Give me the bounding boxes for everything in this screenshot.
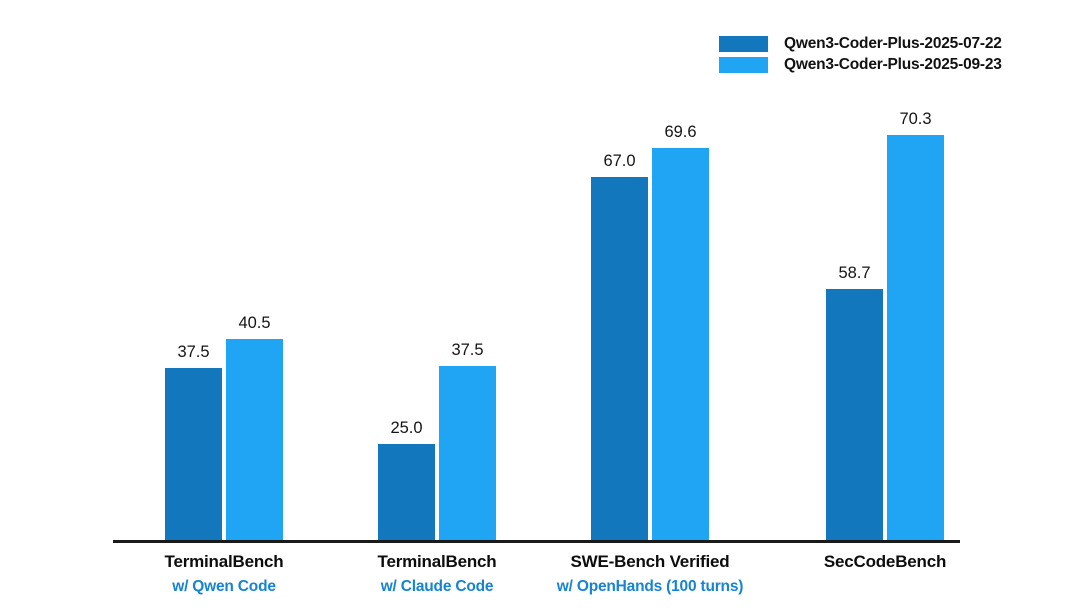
category-label-terminalbench-qwen-code: TerminalBench w/ Qwen Code	[165, 552, 284, 596]
bar-value-label: 40.5	[238, 314, 271, 332]
bar	[439, 366, 496, 540]
category-sublabel: w/ Claude Code	[380, 578, 494, 595]
legend-swatch-series-1	[719, 57, 768, 73]
x-axis-line	[113, 540, 960, 543]
bar	[887, 135, 944, 540]
category-label-swe-bench-verified: SWE-Bench Verified w/ OpenHands (100 tur…	[556, 552, 744, 596]
category-label-terminalbench-claude-code: TerminalBench w/ Claude Code	[378, 552, 497, 596]
bar-value-label: 70.3	[899, 110, 932, 128]
legend-entry: Qwen3-Coder-Plus-2025-07-22	[719, 35, 1002, 52]
legend-label-series-0: Qwen3-Coder-Plus-2025-07-22	[784, 35, 1002, 52]
chart-legend: Qwen3-Coder-Plus-2025-07-22 Qwen3-Coder-…	[719, 35, 1002, 73]
category-sublabel: w/ OpenHands (100 turns)	[556, 578, 744, 595]
bar	[652, 148, 709, 540]
category-label: SWE-Bench Verified	[570, 552, 730, 571]
legend-label-series-1: Qwen3-Coder-Plus-2025-09-23	[784, 56, 1002, 73]
legend-entry: Qwen3-Coder-Plus-2025-09-23	[719, 56, 1002, 73]
category-label: TerminalBench	[164, 552, 284, 571]
category-label: SecCodeBench	[823, 552, 947, 571]
bar	[226, 339, 283, 540]
bar-value-label: 69.6	[664, 123, 697, 141]
bar	[591, 177, 648, 540]
bar-value-label: 25.0	[390, 419, 423, 437]
category-label: TerminalBench	[377, 552, 497, 571]
bar-value-label: 67.0	[603, 152, 636, 170]
bar	[826, 289, 883, 540]
bar-value-label: 58.7	[838, 264, 871, 282]
bar	[165, 368, 222, 540]
bar	[378, 444, 435, 540]
bar-value-label: 37.5	[451, 341, 484, 359]
legend-swatch-series-0	[719, 36, 768, 52]
category-label-seccodebench: SecCodeBench	[823, 552, 947, 572]
category-sublabel: w/ Qwen Code	[172, 578, 276, 595]
bar-value-label: 37.5	[177, 343, 210, 361]
